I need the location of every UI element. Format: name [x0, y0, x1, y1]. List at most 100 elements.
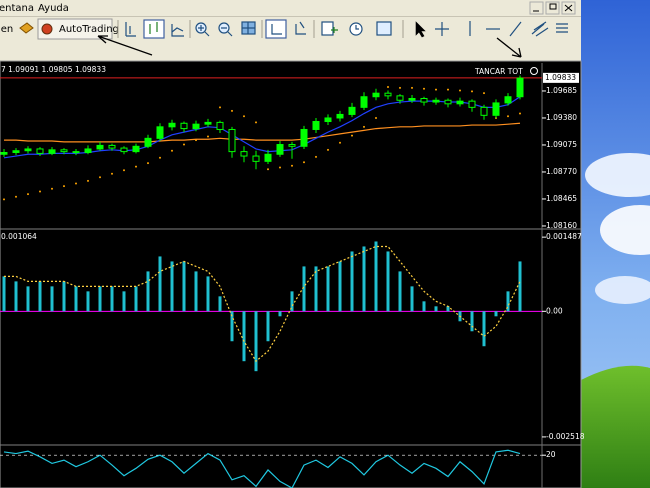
sar-dot: [303, 161, 305, 164]
templates-icon[interactable]: [376, 21, 392, 36]
shift-icon[interactable]: [295, 21, 306, 35]
macd-bar: [350, 251, 354, 312]
sar-dot: [111, 172, 113, 175]
sar-dot: [243, 115, 245, 118]
ma-slow-line: [4, 122, 521, 143]
macd-bar: [158, 256, 162, 312]
macd-info: 0.001064: [1, 232, 37, 241]
candle-body: [444, 99, 452, 105]
candle-body: [504, 96, 512, 104]
sar-dot: [99, 176, 101, 179]
cursor-icon[interactable]: [415, 21, 426, 38]
candle-body: [0, 151, 8, 155]
candle-body: [492, 102, 500, 116]
macd-bar: [302, 266, 306, 312]
symbol-info: 7 1.09091 1.09805 1.09833: [1, 65, 106, 74]
candle-body: [168, 122, 176, 128]
sar-dot: [519, 112, 521, 115]
macd-bar: [290, 291, 294, 312]
trendline-icon[interactable]: [509, 21, 522, 37]
macd-bar: [110, 286, 114, 312]
bar-chart-icon[interactable]: [125, 22, 136, 37]
macd-bar: [134, 286, 138, 312]
price-tick-label: 1.09075: [546, 140, 577, 149]
candle-body: [180, 122, 188, 130]
autoscroll-icon[interactable]: [265, 19, 287, 39]
sar-dot: [51, 187, 53, 190]
macd-bar: [206, 276, 210, 312]
desktop-hill: [581, 365, 650, 488]
channel-icon[interactable]: [531, 21, 549, 37]
macd-bar: [146, 271, 150, 312]
autotrading-label[interactable]: AutoTrading: [59, 24, 119, 35]
candle-body: [72, 151, 80, 154]
sar-dot: [255, 121, 257, 124]
candle-body: [60, 149, 68, 153]
candle-body: [288, 144, 296, 147]
sar-dot: [39, 190, 41, 193]
chart-window: [0, 60, 582, 488]
candle-body: [156, 126, 164, 139]
sar-dot: [411, 86, 413, 89]
menu-item[interactable]: Ayuda: [38, 3, 69, 14]
candle-body: [48, 149, 56, 154]
price-tick-label: 1.09380: [546, 113, 577, 122]
sar-dot: [339, 141, 341, 144]
annotation-arrows: [97, 35, 522, 58]
candle-body: [372, 92, 380, 98]
minimize-button[interactable]: [529, 1, 544, 15]
toolbar-button[interactable]: len: [0, 24, 13, 35]
close-all-icon[interactable]: [530, 67, 538, 75]
candle-body: [480, 106, 488, 116]
sar-dot: [171, 149, 173, 152]
macd-bar: [26, 286, 30, 312]
price-tick-label: 1.08770: [546, 167, 577, 176]
macd-bar: [38, 281, 42, 312]
macd-bar: [338, 261, 342, 312]
candle-body: [324, 117, 332, 123]
sar-dot: [291, 164, 293, 167]
macd-bar: [170, 261, 174, 312]
menu-item[interactable]: entana: [0, 3, 34, 14]
sar-dot: [279, 166, 281, 169]
macd-bar: [494, 311, 498, 317]
macd-bar: [194, 271, 198, 312]
line-chart-icon[interactable]: [171, 24, 184, 37]
current-price-box: [543, 72, 579, 83]
macd-bar: [518, 261, 522, 312]
macd-bar: [62, 281, 66, 312]
close-all-button[interactable]: TANCAR TOT: [474, 67, 523, 76]
sar-dot: [471, 90, 473, 93]
sar-dot: [447, 88, 449, 91]
sar-dot: [75, 182, 77, 185]
restore-button[interactable]: [545, 1, 560, 15]
fibo-icon[interactable]: [556, 23, 568, 33]
cloud: [600, 205, 650, 255]
price-tick-label: 1.08160: [546, 221, 577, 230]
candle-body: [360, 96, 368, 108]
sar-dot: [315, 155, 317, 158]
macd-bar: [314, 266, 318, 312]
macd-bar: [434, 306, 438, 312]
candle-body: [420, 97, 428, 103]
candle-body: [84, 148, 92, 153]
macd-bar: [482, 311, 486, 347]
sar-dot: [267, 168, 269, 171]
candle-body: [12, 150, 20, 153]
autotrading-button[interactable]: [37, 18, 113, 40]
macd-bar: [278, 311, 282, 317]
sar-dot: [351, 134, 353, 137]
toolbar-icon[interactable]: [19, 22, 34, 34]
close-button[interactable]: [561, 1, 576, 15]
candle-body: [516, 77, 524, 98]
crosshair-icon[interactable]: [435, 22, 449, 36]
macd-signal-line: [4, 245, 521, 363]
candle-chart-icon[interactable]: [143, 19, 165, 39]
sar-dot: [207, 135, 209, 138]
candle-body: [336, 113, 344, 119]
candle-body: [24, 148, 32, 152]
indicators-icon[interactable]: [321, 21, 334, 36]
candle-body: [468, 100, 476, 108]
oscillator-tick-label: 20: [546, 450, 556, 459]
macd-bar: [374, 241, 378, 312]
